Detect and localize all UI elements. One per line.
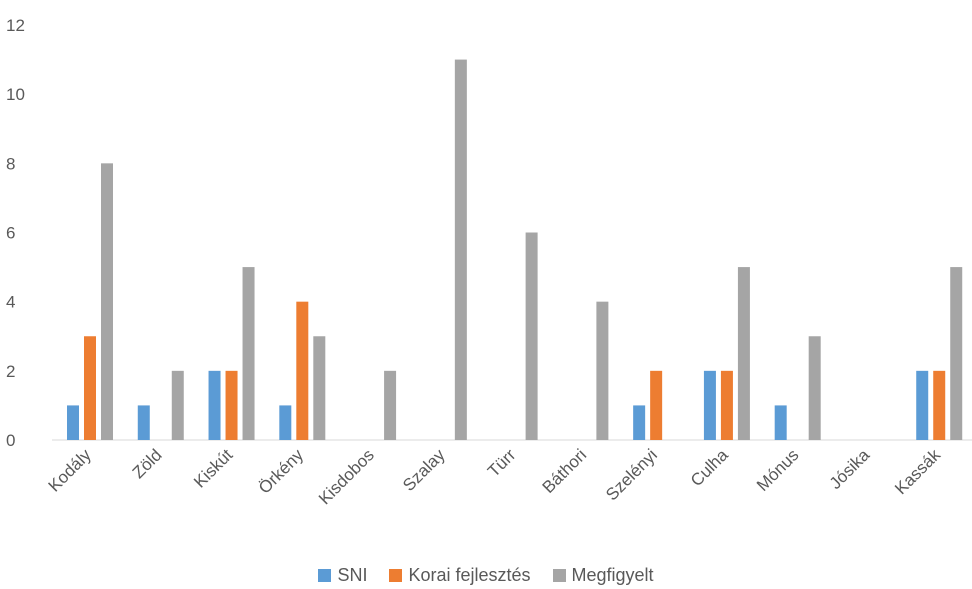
x-category-label: Kisdobos bbox=[315, 445, 378, 508]
x-category-label: Kassák bbox=[891, 445, 944, 498]
bar-sni bbox=[208, 370, 221, 440]
x-category-label: Türr bbox=[484, 445, 520, 481]
y-tick-label: 12 bbox=[6, 16, 25, 35]
bar-megfigyelt bbox=[101, 163, 113, 441]
bar-korai-fejlesztés bbox=[296, 301, 309, 440]
x-category-label: Szelényi bbox=[602, 445, 661, 504]
y-tick-label: 6 bbox=[6, 224, 15, 243]
bar-megfigyelt bbox=[950, 267, 963, 440]
bar-sni bbox=[67, 405, 79, 440]
y-axis-ticks: 0 2 4 6 8 10 12 bbox=[6, 16, 25, 450]
bar-megfigyelt bbox=[384, 370, 397, 440]
x-category-label: Mónus bbox=[753, 445, 803, 495]
bar-megfigyelt bbox=[737, 267, 750, 440]
bar-korai-fejlesztés bbox=[933, 370, 946, 440]
bar-megfigyelt bbox=[171, 370, 184, 440]
x-category-label: Culha bbox=[687, 445, 732, 490]
x-category-label: Báthori bbox=[539, 445, 591, 497]
bar-sni bbox=[137, 405, 150, 440]
bar-megfigyelt bbox=[596, 301, 609, 440]
legend-swatch bbox=[389, 569, 403, 582]
x-category-label: Kodály bbox=[45, 445, 96, 496]
bar-sni bbox=[703, 370, 716, 440]
legend-item: Megfigyelt bbox=[552, 565, 654, 586]
bar-sni bbox=[279, 405, 292, 440]
bar-megfigyelt bbox=[525, 232, 538, 440]
legend-label: Megfigyelt bbox=[571, 565, 654, 585]
bars bbox=[67, 59, 963, 441]
x-category-label: Örkény bbox=[255, 445, 308, 498]
y-tick-label: 8 bbox=[6, 154, 15, 173]
bar-chart: 0 2 4 6 8 10 12 Kodály Zöld Kiskút Örkény Kisdobos… bbox=[6, 16, 972, 508]
bar-megfigyelt bbox=[808, 336, 821, 440]
legend-label: Korai fejlesztés bbox=[408, 565, 531, 585]
chart-legend: SNI Korai fejlesztés Megfigyelt bbox=[0, 565, 972, 586]
y-tick-label: 0 bbox=[6, 431, 15, 450]
bar-korai-fejlesztés bbox=[720, 370, 733, 440]
bar-megfigyelt bbox=[242, 267, 255, 440]
x-category-label: Jósika bbox=[826, 445, 874, 493]
x-category-label: Zöld bbox=[129, 445, 166, 482]
bar-korai-fejlesztés bbox=[650, 370, 663, 440]
x-category-label: Szalay bbox=[399, 445, 449, 495]
legend-swatch bbox=[318, 569, 332, 582]
bar-sni bbox=[774, 405, 787, 440]
bar-korai-fejlesztés bbox=[84, 336, 96, 440]
bar-korai-fejlesztés bbox=[225, 370, 238, 440]
bar-sni bbox=[916, 370, 929, 440]
bar-sni bbox=[633, 405, 646, 440]
x-axis-categories: Kodály Zöld Kiskút Örkény Kisdobos Szalay Türr… bbox=[45, 445, 945, 508]
x-category-label: Kiskút bbox=[190, 445, 236, 491]
y-tick-label: 10 bbox=[6, 85, 25, 104]
bar-megfigyelt bbox=[313, 336, 326, 440]
bar-megfigyelt bbox=[454, 59, 467, 440]
legend-swatch bbox=[552, 569, 566, 582]
y-tick-label: 4 bbox=[6, 293, 15, 312]
legend-item: SNI bbox=[318, 565, 367, 586]
y-tick-label: 2 bbox=[6, 362, 15, 381]
legend-item: Korai fejlesztés bbox=[389, 565, 531, 586]
legend-label: SNI bbox=[337, 565, 368, 585]
